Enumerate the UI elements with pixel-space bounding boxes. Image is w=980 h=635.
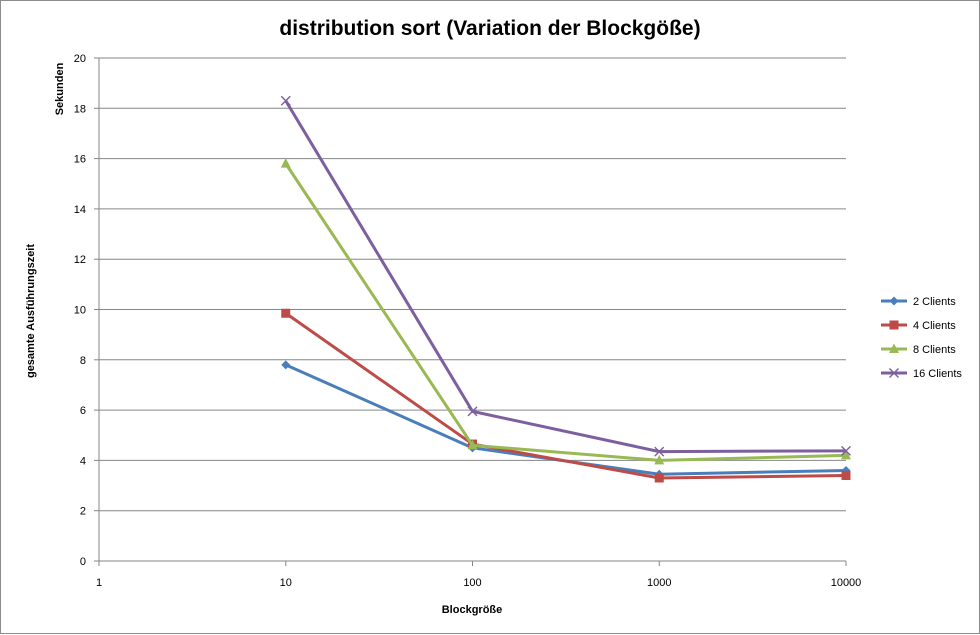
chart-title: distribution sort (Variation der Blockgö… xyxy=(279,17,700,40)
series-line-2 xyxy=(284,312,847,480)
grid-layer xyxy=(99,57,846,512)
y-tick-label-14: 14 xyxy=(74,204,86,216)
y-tick-label-2: 2 xyxy=(80,506,86,518)
x-tick-label-1000: 1000 xyxy=(647,577,671,589)
axis-layer: 0 2 4 6 8 10 12 14 16 18 20 1 10 100 1000 10000 xyxy=(74,53,862,589)
series-line-4 xyxy=(284,99,847,454)
x-tick-label-1: 1 xyxy=(96,577,102,589)
data-point-s4-3-stroke-b xyxy=(654,446,665,457)
legend-marker-4 xyxy=(889,368,899,378)
y-tick-label-18: 18 xyxy=(74,103,86,115)
data-point-s4-2-stroke-b xyxy=(467,406,478,417)
y-tick-label-6: 6 xyxy=(80,405,86,417)
x-axis-title: Blockgröße xyxy=(442,604,503,616)
y-tick-label-20: 20 xyxy=(74,53,86,65)
data-point-s1-1 xyxy=(281,360,291,370)
data-point-s4-1-stroke-b xyxy=(280,95,291,106)
legend: 2 Clients 4 Clients 8 Clients 16 Clients xyxy=(881,296,962,380)
data-point-s4-4 xyxy=(841,445,851,456)
series-layer xyxy=(280,95,851,483)
x-tick-label-10: 10 xyxy=(280,577,292,589)
y-axis-title: gesamte Ausführungszeit xyxy=(25,244,37,378)
legend-marker-1 xyxy=(889,296,899,306)
y-tick-label-12: 12 xyxy=(74,254,86,266)
data-point-s2-1 xyxy=(281,308,291,318)
data-point-s4-1 xyxy=(280,95,291,106)
y-tick-label-8: 8 xyxy=(80,355,86,367)
legend-label-3: 8 Clients xyxy=(913,344,956,356)
data-point-s4-2 xyxy=(467,406,478,417)
legend-label-4: 16 Clients xyxy=(913,368,962,380)
series-line-3 xyxy=(284,162,847,462)
legend-marker-3 xyxy=(889,343,899,353)
y-tick-label-0: 0 xyxy=(80,556,86,568)
legend-label-2: 4 Clients xyxy=(913,320,956,332)
legend-marker-4-stroke-b xyxy=(889,368,899,378)
x-tick-label-100: 100 xyxy=(463,577,481,589)
data-point-s2-4 xyxy=(841,470,851,480)
data-point-s4-4-stroke-b xyxy=(841,445,851,456)
legend-label-1: 2 Clients xyxy=(913,296,956,308)
y-tick-label-16: 16 xyxy=(74,154,86,166)
data-point-s2-3 xyxy=(654,473,664,483)
data-point-s3-2 xyxy=(467,439,478,450)
data-point-s4-3 xyxy=(654,446,665,457)
x-tick-label-10000: 10000 xyxy=(831,577,862,589)
y-tick-label-4: 4 xyxy=(80,455,86,467)
data-point-s3-3 xyxy=(654,454,665,465)
y-axis-title-units: Sekunden xyxy=(54,62,66,115)
data-point-s3-4 xyxy=(841,449,851,460)
legend-marker-2 xyxy=(889,320,899,330)
y-tick-label-10: 10 xyxy=(74,305,86,317)
data-point-s3-1 xyxy=(280,158,291,168)
